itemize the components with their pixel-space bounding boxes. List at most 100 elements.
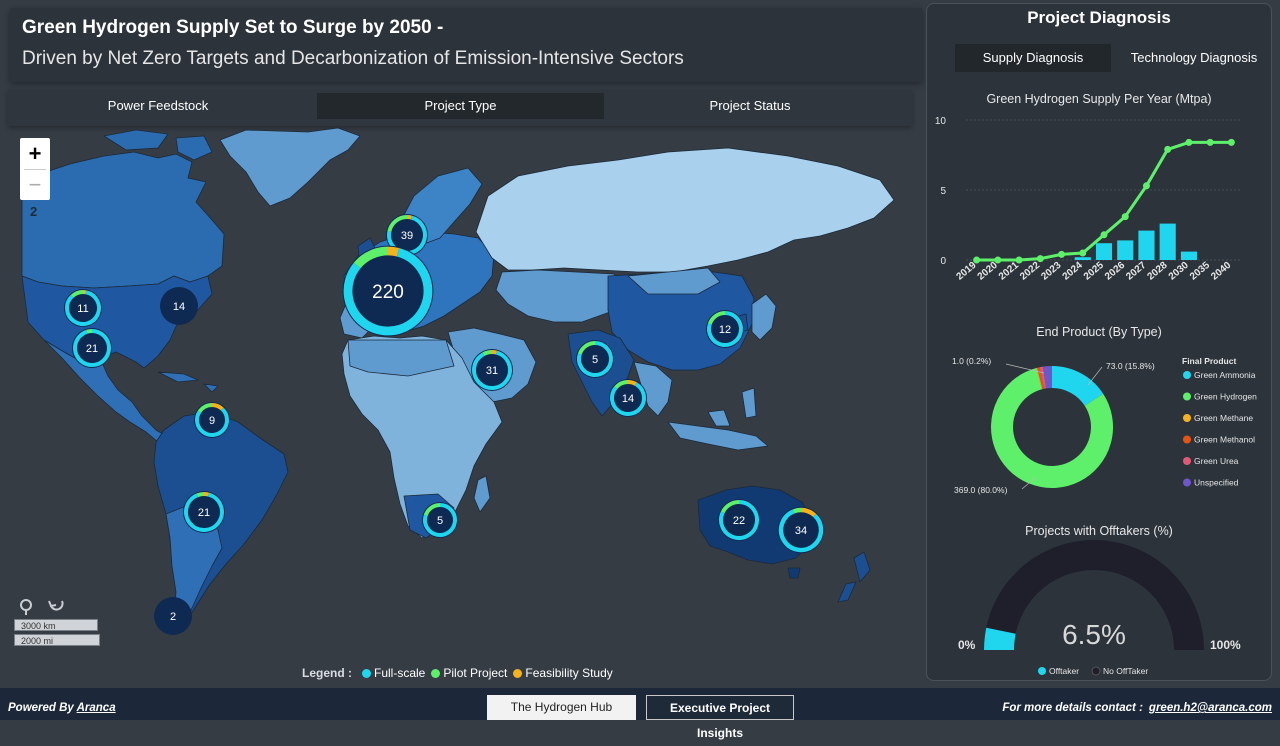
gauge-legend-label: No OffTaker [1103,666,1148,676]
map-legend: Legend : Full-scale Pilot Project Feasib… [302,666,613,680]
powered-by: Powered By Aranca [8,702,116,714]
supply-point [1016,257,1023,264]
panel-title: Project Diagnosis [926,8,1272,28]
cluster-argentina[interactable]: 2 [154,597,192,635]
pie-legend-label: Green Urea [1194,456,1239,466]
cluster-ring-segment [492,352,496,353]
gauge-legend-dot [1038,667,1046,675]
cluster-count: 2 [170,611,176,623]
scale-mi: 2000 mi [14,634,100,646]
cluster-australia-east[interactable]: 34 [778,507,824,553]
legend-title: Legend : [302,666,352,680]
cluster-ring-segment [794,510,801,511]
tab-supply-diagnosis[interactable]: Supply Diagnosis [955,44,1111,72]
endproduct-chart-title: End Product (By Type) [926,325,1272,339]
cluster-ring-segment [204,494,208,495]
supply-point [1185,139,1192,146]
supply-chart-title: Green Hydrogen Supply Per Year (Mtpa) [926,92,1272,106]
japan [752,294,776,340]
executive-insights-button[interactable]: Executive Project Insights [646,695,794,720]
pie-legend-dot [1183,371,1191,379]
pie-slice [1045,377,1052,378]
cluster-count: 11 [77,303,88,315]
supply-point [1122,213,1129,220]
pie-legend-label: Unspecified [1194,478,1239,488]
cluster-count: 31 [486,365,498,377]
pie-legend-dot [1183,457,1191,465]
pie-data-label: 369.0 (80.0%) [954,485,1008,495]
supply-point [1037,255,1044,262]
supply-bar [1096,243,1112,260]
tasmania [788,568,800,578]
legend-item-feasibility: Feasibility Study [513,666,612,680]
map-tools [16,597,80,617]
hydrogen-hub-button[interactable]: The Hydrogen Hub [487,695,636,720]
pie-leader-line [1088,367,1102,385]
y-tick-label: 0 [940,256,946,267]
tab-project-type[interactable]: Project Type [317,93,604,119]
world-map[interactable]: 11 14 21 9 21 2 39 220 31 5 5 14 12 22 34 [8,126,912,682]
canada [22,152,224,288]
cluster-usa-south[interactable]: 21 [72,328,112,368]
cluster-caribbean[interactable]: 9 [194,402,230,438]
supply-point [1207,139,1214,146]
cluster-count: 12 [719,324,731,336]
pie-slice [1052,377,1094,400]
zoom-out-button[interactable]: − [20,170,50,200]
cluster-count: 220 [372,282,404,303]
gauge-max-label: 100% [1210,638,1241,652]
tab-power-feedstock[interactable]: Power Feedstock [30,93,286,119]
central-asia [496,270,624,322]
supply-point [994,257,1001,264]
tab-project-status[interactable]: Project Status [622,93,878,119]
x-tick-label: 2025 [1082,260,1106,283]
greenland [220,128,360,206]
cluster-europe[interactable]: 220 [343,246,434,337]
x-tick-label: 2023 [1039,260,1063,283]
pie-legend-label: Green Methane [1194,413,1253,423]
pie-legend-dot [1183,414,1191,422]
legend-dot [362,669,371,678]
page-title: Green Hydrogen Supply Set to Surge by 20… [22,17,443,39]
legend-dot [513,669,522,678]
cluster-south-africa[interactable]: 5 [422,502,458,538]
legend-item-fullscale: Full-scale [362,666,425,680]
cluster-count: 5 [592,354,598,366]
gauge-value: 6.5% [1062,619,1126,650]
gauge-legend-label: Offtaker [1049,666,1079,676]
aranca-link[interactable]: Aranca [77,702,116,714]
x-tick-label: 2024 [1061,260,1085,283]
supply-point [973,257,980,264]
x-tick-label: 2040 [1209,260,1233,283]
cluster-count: 39 [401,230,413,242]
supply-bar [1160,224,1176,260]
cluster-central-asia[interactable]: 5 [576,340,614,378]
contact-email[interactable]: green.h2@aranca.com [1149,702,1272,714]
cluster-count: 22 [733,515,745,527]
cluster-ring-segment [388,251,398,252]
location-pin-icon[interactable] [21,600,31,615]
cluster-india[interactable]: 14 [609,379,647,417]
page-subtitle: Driven by Net Zero Targets and Decarboni… [22,48,684,70]
supply-point [1164,146,1171,153]
supply-bar [1117,240,1133,260]
supply-point [1143,182,1150,189]
pie-legend-dot [1183,393,1191,401]
cluster-count: 21 [86,343,98,355]
cluster-usa-west[interactable]: 11 [64,289,102,327]
pie-data-label: 73.0 (15.8%) [1106,361,1155,371]
cluster-middle-east[interactable]: 31 [471,349,513,391]
pie-legend-label: Green Methanol [1194,435,1255,445]
cluster-brazil[interactable]: 21 [183,491,225,533]
supply-chart: 0510201920202021202220232024202520262027… [926,110,1272,310]
cluster-china[interactable]: 12 [706,310,744,348]
zoom-in-button[interactable]: + [20,139,50,169]
russia [476,148,894,272]
new-zealand [838,552,870,602]
supply-point [1058,251,1065,258]
cluster-australia-west[interactable]: 22 [718,499,760,541]
cluster-usa-east[interactable]: 14 [160,287,198,325]
supply-bar [1138,231,1154,260]
reset-view-icon[interactable] [49,601,63,610]
tab-technology-diagnosis[interactable]: Technology Diagnosis [1116,44,1272,72]
